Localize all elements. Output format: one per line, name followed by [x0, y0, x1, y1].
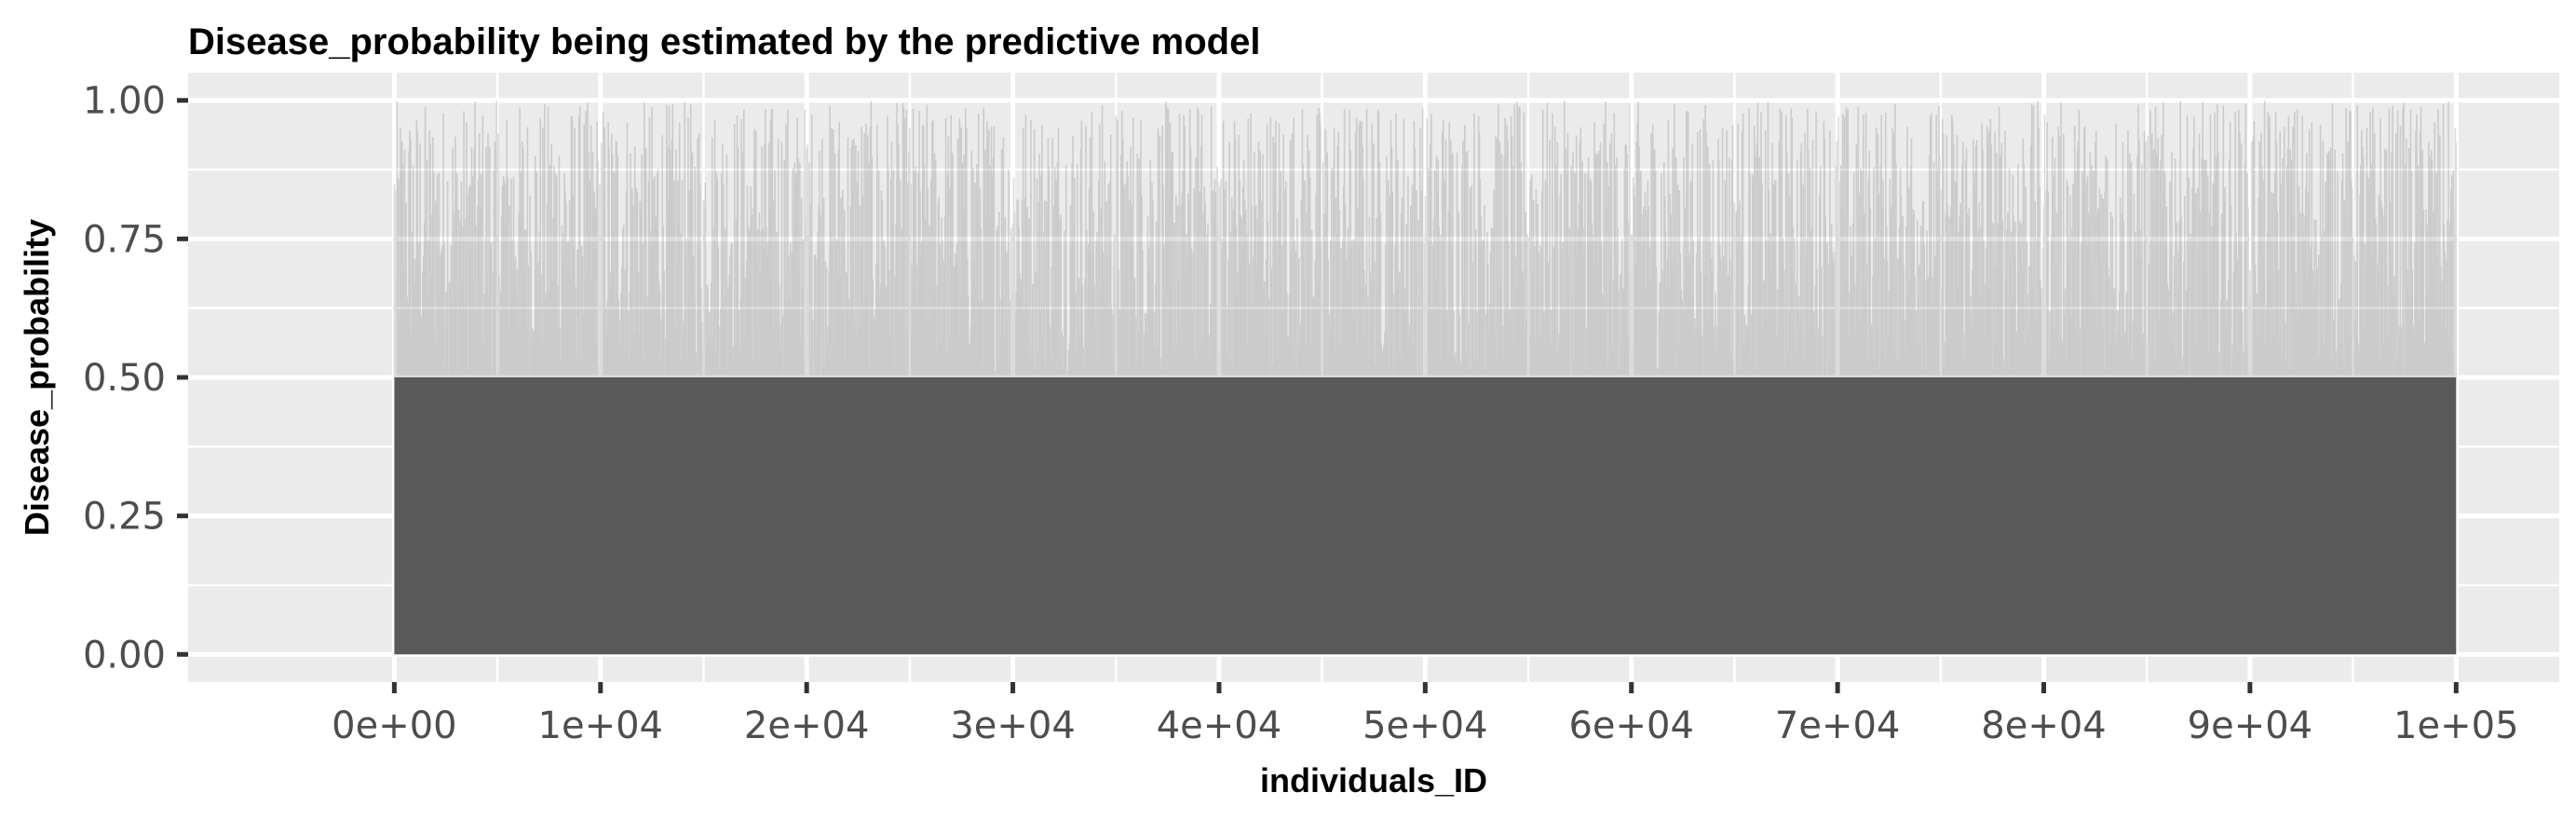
- bars-upper-region: [393, 100, 2458, 377]
- y-tick-label: 1.00: [83, 80, 166, 123]
- x-tick-label: 3e+04: [950, 704, 1075, 747]
- y-axis: 0.00 0.25 0.50 0.75 1.00: [83, 80, 188, 676]
- x-tick-label: 6e+04: [1568, 704, 1693, 747]
- x-tick-label: 5e+04: [1363, 704, 1487, 747]
- x-tick-label: 9e+04: [2188, 704, 2312, 747]
- x-tick-label: 1e+04: [538, 704, 663, 747]
- x-tick-label: 4e+04: [1157, 704, 1281, 747]
- x-tick-label: 7e+04: [1775, 704, 1900, 747]
- bars-upper-lines: [393, 100, 2458, 377]
- x-tick-label: 1e+05: [2393, 704, 2518, 747]
- x-axis: 0e+00 1e+04 2e+04 3e+04 4e+04 5e+04 6e+04 7e+04…: [332, 682, 2519, 747]
- y-tick-label: 0.50: [83, 357, 166, 400]
- y-tick-label: 0.75: [83, 218, 166, 261]
- y-tick-label: 0.00: [83, 634, 166, 676]
- x-tick-label: 2e+04: [744, 704, 869, 747]
- y-tick-label: 0.25: [83, 496, 166, 539]
- x-tick-label: 0e+00: [332, 704, 456, 747]
- x-tick-label: 8e+04: [1981, 704, 2106, 747]
- bars: [393, 100, 2458, 655]
- x-axis-title: individuals_ID: [1260, 761, 1487, 800]
- y-axis-title: Disease_probability: [18, 219, 56, 536]
- chart-title: Disease_probability being estimated by t…: [188, 21, 1260, 62]
- bars-solid-region: [394, 377, 2457, 655]
